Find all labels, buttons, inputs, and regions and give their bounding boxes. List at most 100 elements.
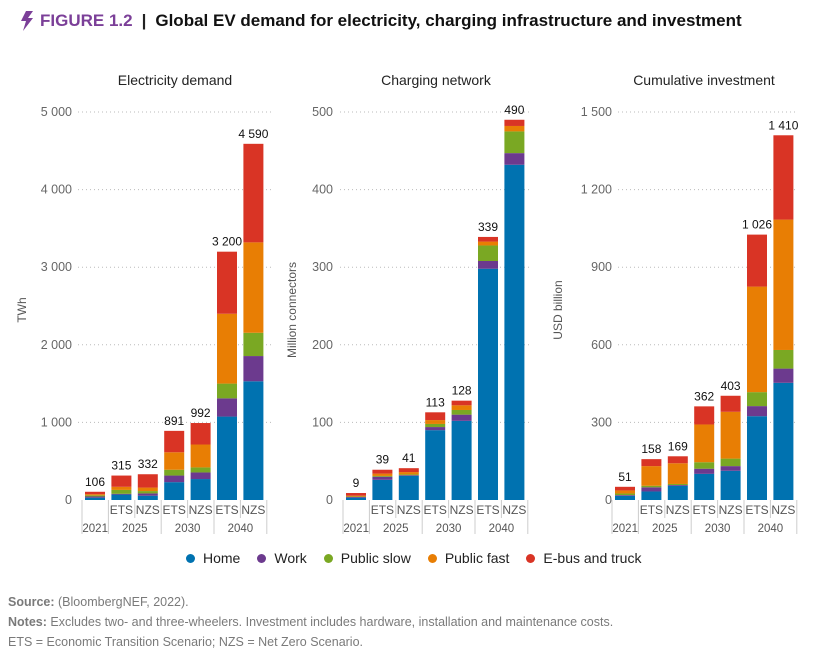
y-axis-label: TWh bbox=[15, 297, 29, 322]
bar-segment-public-fast bbox=[451, 405, 472, 410]
total-label: 339 bbox=[478, 220, 498, 234]
chart-title: Electricity demand bbox=[118, 72, 232, 88]
bar-segment-work bbox=[372, 476, 393, 480]
bar-segment-public-slow bbox=[641, 485, 662, 488]
bar-segment-public-fast bbox=[478, 241, 498, 246]
total-label: 891 bbox=[164, 414, 184, 428]
bar-segment-work bbox=[346, 496, 366, 498]
scenario-label: ETS bbox=[640, 503, 663, 517]
bar-segment-home bbox=[615, 495, 635, 500]
scenario-label: ETS bbox=[371, 503, 394, 517]
bar-segment-public-fast bbox=[346, 495, 366, 497]
y-tick-label: 1 200 bbox=[581, 183, 612, 197]
bar-segment-public-fast bbox=[111, 486, 132, 490]
bar-segment-e-bus-and-truck bbox=[372, 469, 393, 474]
total-label: 106 bbox=[85, 475, 105, 489]
legend-item-ebus-truck: E-bus and truck bbox=[526, 550, 641, 566]
bar-segment-public-fast bbox=[398, 472, 419, 475]
legend-item-work: Work bbox=[257, 550, 307, 566]
bar-segment-public-slow bbox=[137, 491, 158, 494]
bar-segment-public-fast bbox=[667, 463, 688, 484]
notes-text: Excludes two- and three-wheelers. Invest… bbox=[46, 615, 614, 629]
scenario-label: ETS bbox=[745, 503, 768, 517]
figure-title: Global EV demand for electricity, chargi… bbox=[155, 11, 742, 30]
year-label: 2025 bbox=[383, 523, 409, 535]
bar-segment-e-bus-and-truck bbox=[85, 491, 105, 495]
total-label: 128 bbox=[452, 384, 472, 398]
legend-item-home: Home bbox=[186, 550, 240, 566]
scenario-label: NZS bbox=[771, 503, 795, 517]
scenario-label: ETS bbox=[693, 503, 716, 517]
scenario-label: ETS bbox=[163, 503, 186, 517]
y-axis-label: USD billion bbox=[551, 280, 565, 339]
bar-segment-e-bus-and-truck bbox=[164, 430, 185, 453]
legend-swatch bbox=[186, 553, 195, 563]
y-tick-label: 1 500 bbox=[581, 105, 612, 119]
year-label: 2040 bbox=[489, 523, 515, 535]
bar-segment-e-bus-and-truck bbox=[694, 406, 715, 425]
bar-segment-public-slow bbox=[85, 495, 105, 497]
bar-segment-public-fast bbox=[747, 286, 767, 393]
year-label: 2021 bbox=[612, 523, 638, 535]
bar-segment-work bbox=[720, 466, 741, 471]
scenario-label: NZS bbox=[241, 503, 265, 517]
total-label: 315 bbox=[111, 459, 131, 473]
scenario-label: NZS bbox=[450, 503, 474, 517]
title-separator: | bbox=[141, 11, 147, 30]
source-text: (BloombergNEF, 2022). bbox=[54, 595, 189, 609]
year-label: 2040 bbox=[758, 523, 784, 535]
bar-segment-public-fast bbox=[720, 411, 741, 459]
notes-label: Notes: bbox=[8, 615, 47, 629]
total-label: 4 590 bbox=[238, 127, 268, 141]
bar-segment-work bbox=[694, 468, 715, 474]
notes-line: Notes: Excludes two- and three-wheelers.… bbox=[8, 612, 613, 632]
figure-header: FIGURE 1.2 | Global EV demand for electr… bbox=[20, 11, 742, 31]
bar-segment-e-bus-and-truck bbox=[346, 493, 366, 496]
bar-segment-work bbox=[478, 260, 498, 269]
bar-segment-e-bus-and-truck bbox=[667, 456, 688, 464]
bar-segment-home bbox=[451, 420, 472, 500]
scenario-label: NZS bbox=[189, 503, 213, 517]
bar-segment-home bbox=[111, 494, 132, 500]
scenario-label: NZS bbox=[666, 503, 690, 517]
bar-segment-e-bus-and-truck bbox=[190, 423, 211, 445]
y-tick-label: 500 bbox=[312, 105, 333, 119]
scenario-label: ETS bbox=[476, 503, 499, 517]
bar-segment-public-slow bbox=[720, 458, 741, 467]
bar-segment-public-fast bbox=[773, 219, 794, 350]
bar-segment-home bbox=[346, 497, 366, 500]
total-label: 332 bbox=[138, 457, 158, 471]
bar-segment-public-slow bbox=[747, 392, 767, 407]
legend-swatch bbox=[526, 553, 536, 563]
bar-segment-public-slow bbox=[398, 474, 419, 476]
y-axis-label: Million connectors bbox=[285, 262, 299, 358]
bar-segment-public-slow bbox=[164, 469, 185, 476]
bar-segment-public-slow bbox=[478, 245, 498, 261]
bar-segment-e-bus-and-truck bbox=[720, 395, 741, 412]
bar-segment-public-slow bbox=[425, 423, 446, 428]
total-label: 41 bbox=[402, 451, 416, 465]
bar-segment-public-fast bbox=[372, 473, 393, 476]
legend-label: Home bbox=[203, 550, 241, 566]
bar-segment-e-bus-and-truck bbox=[478, 236, 498, 242]
bar-segment-e-bus-and-truck bbox=[217, 251, 237, 314]
bar-segment-home bbox=[641, 491, 662, 500]
bar-segment-work bbox=[85, 496, 105, 498]
bar-segment-work bbox=[111, 493, 132, 495]
bar-segment-public-slow bbox=[773, 349, 794, 369]
bar-segment-home bbox=[425, 430, 446, 500]
y-tick-label: 100 bbox=[312, 415, 333, 429]
charts-area: Electricity demand TWh 0 1 000 2 000 3 000 4 0… bbox=[15, 72, 799, 535]
bar-segment-work bbox=[641, 487, 662, 492]
bar-segment-public-slow bbox=[217, 383, 237, 399]
bar-segment-e-bus-and-truck bbox=[398, 468, 419, 473]
year-label: 2030 bbox=[175, 523, 201, 535]
total-label: 992 bbox=[191, 406, 211, 420]
bar-segment-public-slow bbox=[111, 489, 132, 494]
bar-segment-public-fast bbox=[85, 494, 105, 496]
bar-segment-home bbox=[190, 479, 211, 500]
bar-segment-work bbox=[425, 427, 446, 431]
y-tick-label: 300 bbox=[591, 415, 612, 429]
legend-label: Work bbox=[274, 550, 307, 566]
year-label: 2030 bbox=[705, 523, 731, 535]
